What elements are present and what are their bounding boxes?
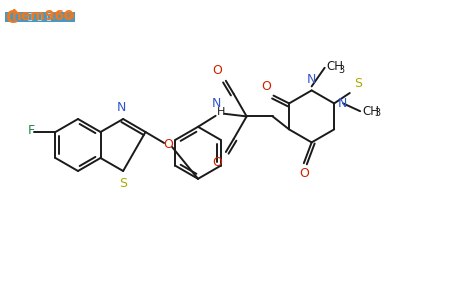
Text: S: S xyxy=(119,177,127,190)
Text: O: O xyxy=(262,80,272,93)
Text: H: H xyxy=(217,107,225,117)
Text: 化  工  网: 化 工 网 xyxy=(28,13,52,21)
Text: hem960: hem960 xyxy=(12,9,74,23)
Text: O: O xyxy=(163,137,173,151)
Text: C: C xyxy=(5,9,17,27)
Text: CH: CH xyxy=(327,60,344,73)
Text: .com: .com xyxy=(47,9,76,22)
Text: CH: CH xyxy=(362,105,379,118)
FancyBboxPatch shape xyxy=(5,12,75,22)
Text: O: O xyxy=(212,64,222,77)
Text: N: N xyxy=(117,101,126,114)
Text: N: N xyxy=(338,97,347,110)
Text: O: O xyxy=(212,156,222,169)
Text: 3: 3 xyxy=(374,108,380,118)
Text: S: S xyxy=(354,77,362,90)
Text: 3: 3 xyxy=(338,65,345,75)
Text: N: N xyxy=(212,97,221,110)
Text: O: O xyxy=(299,167,309,180)
Text: F: F xyxy=(28,125,35,137)
Text: N: N xyxy=(307,74,316,86)
